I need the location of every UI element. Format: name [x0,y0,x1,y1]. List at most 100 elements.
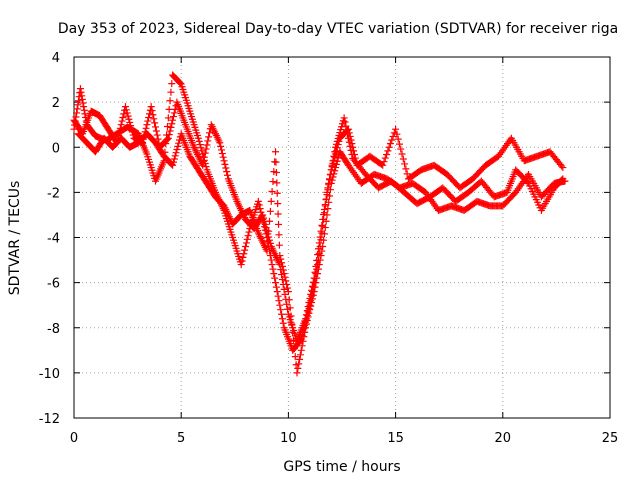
data-point [164,114,172,122]
data-point [350,147,358,155]
data-point [147,103,155,111]
data-point [309,291,317,299]
data-point [142,124,150,132]
data-point [284,288,292,296]
data-point [273,179,281,187]
data-point [153,131,161,139]
data-point [275,231,283,239]
data-point [268,261,276,269]
data-point [320,236,328,244]
data-point [296,351,304,359]
data-point [280,270,288,278]
data-point [220,157,228,165]
x-tick-label: 10 [280,431,297,446]
data-point [304,313,312,321]
data-point [310,288,318,296]
y-tick-label: -6 [47,277,60,292]
data-point [78,95,86,103]
data-point [174,142,182,150]
data-point [345,129,353,137]
data-point [206,129,214,137]
data-point [256,205,264,213]
data-point [323,211,331,219]
data-point [243,235,251,243]
data-point [291,353,299,361]
data-point [274,292,282,300]
series-trace-b [70,98,567,345]
data-point [272,169,280,177]
data-point [224,171,232,179]
data-point [283,300,291,308]
data-point [216,139,224,147]
data-point [324,205,332,213]
data-point [199,157,207,165]
x-tick-label: 25 [602,431,619,446]
data-point [273,288,281,296]
data-point [277,255,285,263]
data-point [402,165,410,173]
data-point [386,140,394,148]
data-point [150,115,158,123]
data-point [123,109,131,117]
data-point [397,145,405,153]
data-point [143,121,151,129]
data-point [311,283,319,291]
data-point [388,136,396,144]
data-point [301,328,309,336]
data-point [295,360,303,368]
data-point [272,158,280,166]
y-tick-label: -10 [39,367,60,382]
data-point [328,176,336,184]
data-point [282,277,290,285]
data-point [75,97,83,105]
data-point [170,109,178,117]
data-point [274,200,282,208]
data-point [204,137,212,145]
data-point [169,161,177,169]
data-point [393,130,401,138]
data-point [327,179,335,187]
data-point [305,309,313,317]
data-point [381,154,389,162]
x-tick-label: 15 [387,431,404,446]
data-point [276,252,284,260]
data-point [74,101,82,109]
data-point [77,88,85,96]
data-point [73,105,81,113]
data-point [328,163,336,171]
data-point [349,143,357,151]
data-point [172,149,180,157]
data-point [281,273,289,281]
data-point [265,227,273,235]
data-point [331,167,339,175]
data-point [561,177,569,185]
data-point [121,103,129,111]
data-point [279,319,287,327]
data-point [314,270,322,278]
data-point [197,144,205,152]
data-point [144,117,152,125]
data-point [218,146,226,154]
data-point [278,315,286,323]
data-point [394,135,402,143]
data-point [326,186,334,194]
data-point [201,149,209,157]
data-point [217,142,225,150]
data-point [299,337,307,345]
data-point [269,178,277,186]
data-point [333,144,341,152]
data-point [294,364,302,372]
data-point [395,140,403,148]
data-point [351,154,359,162]
data-point [240,250,248,258]
data-point [322,217,330,225]
data-point [269,265,277,273]
data-point [290,345,298,353]
data-point [263,247,271,255]
data-point [163,135,171,143]
data-point [399,155,407,163]
data-point [167,123,175,131]
data-point [271,274,279,282]
data-point [298,342,306,350]
data-point [286,304,294,312]
